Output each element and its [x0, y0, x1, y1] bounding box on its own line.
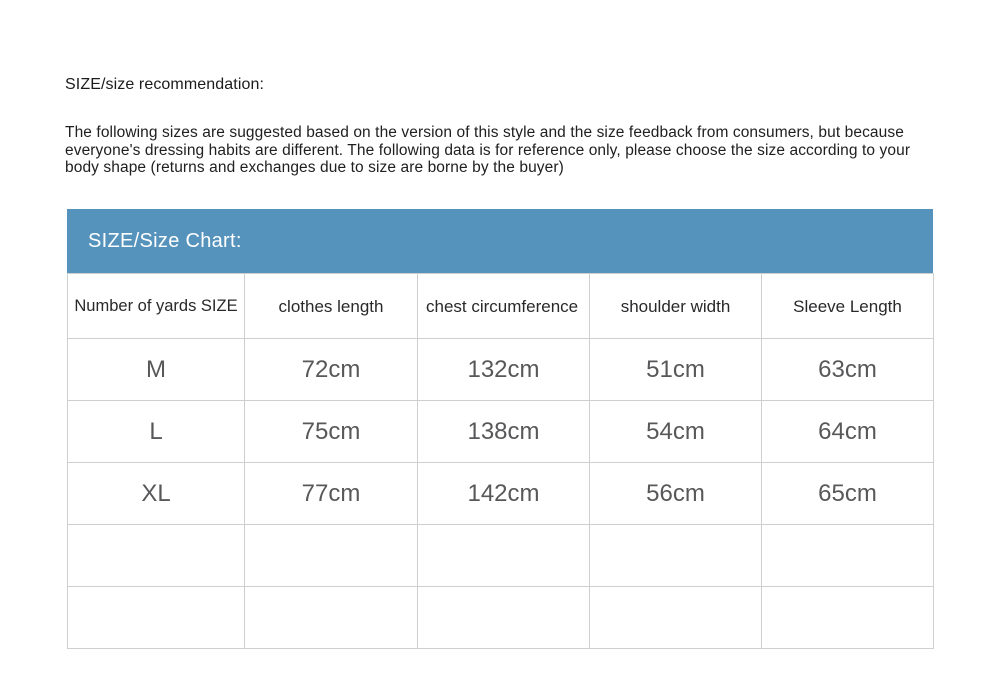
table-row-empty — [67, 524, 934, 587]
size-disclaimer: The following sizes are suggested based … — [65, 124, 911, 176]
column-header-size: Number of yards SIZE — [67, 273, 245, 339]
cell-shoulder-width: 56cm — [589, 462, 762, 525]
cell-shoulder-width: 54cm — [589, 400, 762, 463]
cell-empty — [589, 586, 762, 649]
table-row-m: M 72cm 132cm 51cm 63cm — [67, 338, 934, 401]
cell-empty — [244, 586, 418, 649]
cell-size: M — [67, 338, 245, 401]
cell-empty — [244, 524, 418, 587]
cell-empty — [589, 524, 762, 587]
column-header-clothes-length: clothes length — [244, 273, 418, 339]
cell-size: XL — [67, 462, 245, 525]
cell-empty — [417, 586, 590, 649]
cell-empty — [67, 524, 245, 587]
cell-chest-circumference: 138cm — [417, 400, 590, 463]
size-chart-table: Number of yards SIZE clothes length ches… — [67, 273, 934, 649]
cell-empty — [761, 586, 934, 649]
cell-empty — [761, 524, 934, 587]
cell-chest-circumference: 142cm — [417, 462, 590, 525]
cell-size: L — [67, 400, 245, 463]
cell-empty — [67, 586, 245, 649]
table-header-row: Number of yards SIZE clothes length ches… — [67, 273, 934, 339]
table-row-l: L 75cm 138cm 54cm 64cm — [67, 400, 934, 463]
size-chart-banner: SIZE/Size Chart: — [67, 209, 933, 273]
cell-clothes-length: 75cm — [244, 400, 418, 463]
page-title: SIZE/size recommendation: — [65, 76, 265, 93]
cell-clothes-length: 72cm — [244, 338, 418, 401]
table-row-empty — [67, 586, 934, 649]
table-row-xl: XL 77cm 142cm 56cm 65cm — [67, 462, 934, 525]
cell-sleeve-length: 64cm — [761, 400, 934, 463]
column-header-chest-circumference: chest circumference — [417, 273, 590, 339]
cell-clothes-length: 77cm — [244, 462, 418, 525]
column-header-sleeve-length: Sleeve Length — [761, 273, 934, 339]
cell-empty — [417, 524, 590, 587]
cell-shoulder-width: 51cm — [589, 338, 762, 401]
cell-sleeve-length: 65cm — [761, 462, 934, 525]
cell-sleeve-length: 63cm — [761, 338, 934, 401]
column-header-shoulder-width: shoulder width — [589, 273, 762, 339]
cell-chest-circumference: 132cm — [417, 338, 590, 401]
size-chart-banner-label: SIZE/Size Chart: — [88, 229, 242, 252]
